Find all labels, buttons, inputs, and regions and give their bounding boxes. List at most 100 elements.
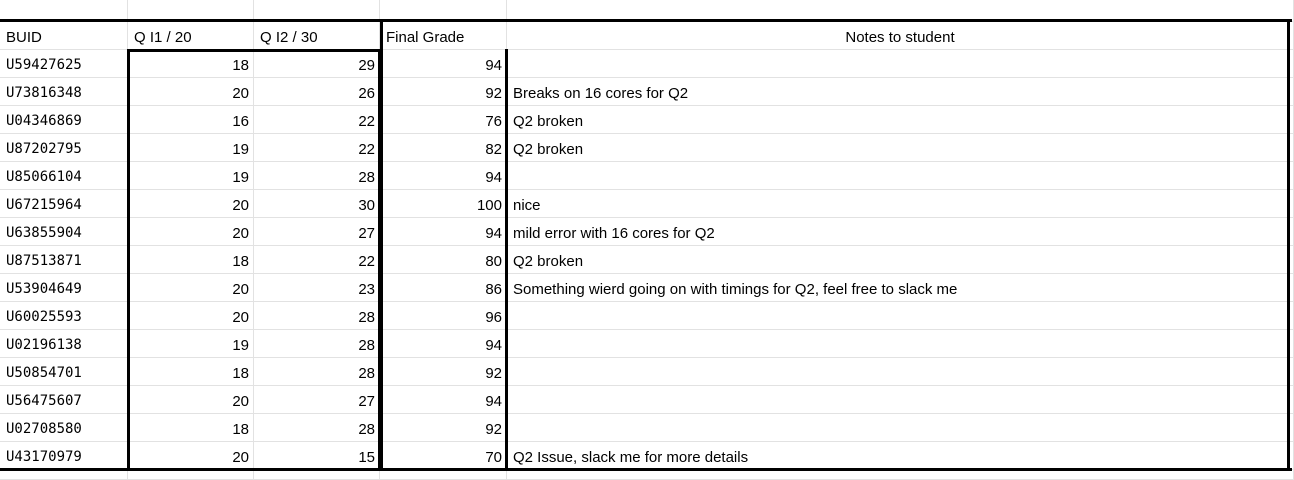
cell-buid-row-15[interactable]: U43170979: [0, 442, 128, 470]
cell-buid-row-11[interactable]: U02196138: [0, 330, 128, 358]
scores-border-left: [127, 49, 130, 471]
cell-buid-row-14[interactable]: U02708580: [0, 414, 128, 442]
cell-q2-row-11[interactable]: 28: [254, 330, 380, 358]
cell-q2-row-3[interactable]: 22: [254, 106, 380, 134]
cell-buid-row-6[interactable]: U67215964: [0, 190, 128, 218]
cell-notes-row-11[interactable]: [507, 330, 1294, 358]
cell-buid-row-4-text: U87202795: [6, 141, 82, 157]
cell-notes-row-3[interactable]: Q2 broken: [507, 106, 1294, 134]
cell-final-row-13[interactable]: 94: [380, 386, 507, 414]
cell-buid-row-7[interactable]: U63855904: [0, 218, 128, 246]
cell-q1-row-3[interactable]: 16: [128, 106, 254, 134]
cell-q1-row-2[interactable]: 20: [128, 78, 254, 106]
cell-buid-row-8[interactable]: U87513871: [0, 246, 128, 274]
cell-buid-row-3[interactable]: U04346869: [0, 106, 128, 134]
cell-q1-row-9[interactable]: 20: [128, 274, 254, 302]
cell-q1-row-13[interactable]: 20: [128, 386, 254, 414]
cell-notes-row-7[interactable]: mild error with 16 cores for Q2: [507, 218, 1294, 246]
header-q1[interactable]: Q I1 / 20: [128, 22, 254, 50]
blank-cell-bottom-q2[interactable]: [254, 470, 380, 480]
cell-q1-row-15[interactable]: 20: [128, 442, 254, 470]
cell-final-row-7-text: 94: [485, 225, 502, 242]
cell-buid-row-2[interactable]: U73816348: [0, 78, 128, 106]
cell-notes-row-15[interactable]: Q2 Issue, slack me for more details: [507, 442, 1294, 470]
cell-q2-row-15[interactable]: 15: [254, 442, 380, 470]
cell-notes-row-12[interactable]: [507, 358, 1294, 386]
header-final[interactable]: Final Grade: [380, 22, 507, 50]
cell-notes-row-14[interactable]: [507, 414, 1294, 442]
cell-q1-row-14[interactable]: 18: [128, 414, 254, 442]
cell-q2-row-10[interactable]: 28: [254, 302, 380, 330]
cell-buid-row-2-text: U73816348: [6, 85, 82, 101]
cell-buid-row-12-text: U50854701: [6, 365, 82, 381]
cell-q1-row-7[interactable]: 20: [128, 218, 254, 246]
cell-q1-row-10[interactable]: 20: [128, 302, 254, 330]
cell-buid-row-13[interactable]: U56475607: [0, 386, 128, 414]
cell-q2-row-7[interactable]: 27: [254, 218, 380, 246]
cell-q2-row-9[interactable]: 23: [254, 274, 380, 302]
cell-q2-row-6[interactable]: 30: [254, 190, 380, 218]
cell-q1-row-6[interactable]: 20: [128, 190, 254, 218]
cell-notes-row-2-text: Breaks on 16 cores for Q2: [513, 85, 689, 102]
blank-cell-bottom-notes[interactable]: [507, 470, 1294, 480]
cell-q2-row-14[interactable]: 28: [254, 414, 380, 442]
cell-notes-row-2[interactable]: Breaks on 16 cores for Q2: [507, 78, 1294, 106]
cell-buid-row-4[interactable]: U87202795: [0, 134, 128, 162]
cell-notes-row-10[interactable]: [507, 302, 1294, 330]
cell-notes-row-8[interactable]: Q2 broken: [507, 246, 1294, 274]
cell-buid-row-1[interactable]: U59427625: [0, 50, 128, 78]
cell-notes-row-13[interactable]: [507, 386, 1294, 414]
cell-q2-row-5-text: 28: [358, 169, 375, 186]
cell-final-row-10[interactable]: 96: [380, 302, 507, 330]
cell-buid-row-5[interactable]: U85066104: [0, 162, 128, 190]
cell-q2-row-2[interactable]: 26: [254, 78, 380, 106]
cell-final-row-11[interactable]: 94: [380, 330, 507, 358]
cell-q1-row-2-text: 20: [232, 85, 249, 102]
cell-notes-row-5[interactable]: [507, 162, 1294, 190]
cell-q1-row-4[interactable]: 19: [128, 134, 254, 162]
cell-q2-row-9-text: 23: [358, 281, 375, 298]
cell-final-row-6[interactable]: 100: [380, 190, 507, 218]
cell-final-row-3[interactable]: 76: [380, 106, 507, 134]
cell-q1-row-6-text: 20: [232, 197, 249, 214]
cell-final-row-5[interactable]: 94: [380, 162, 507, 190]
cell-q1-row-5[interactable]: 19: [128, 162, 254, 190]
cell-notes-row-9[interactable]: Something wierd going on with timings fo…: [507, 274, 1294, 302]
cell-q2-row-13[interactable]: 27: [254, 386, 380, 414]
cell-q1-row-1[interactable]: 18: [128, 50, 254, 78]
cell-q1-row-11[interactable]: 19: [128, 330, 254, 358]
cell-final-row-4[interactable]: 82: [380, 134, 507, 162]
cell-buid-row-15-text: U43170979: [6, 449, 82, 465]
cell-final-row-14[interactable]: 92: [380, 414, 507, 442]
cell-q2-row-7-text: 27: [358, 225, 375, 242]
cell-final-row-15[interactable]: 70: [380, 442, 507, 470]
cell-final-row-2[interactable]: 92: [380, 78, 507, 106]
header-q2[interactable]: Q I2 / 30: [254, 22, 380, 50]
blank-cell-bottom-buid[interactable]: [0, 470, 128, 480]
cell-q2-row-4[interactable]: 22: [254, 134, 380, 162]
cell-notes-row-6[interactable]: nice: [507, 190, 1294, 218]
cell-q2-row-12[interactable]: 28: [254, 358, 380, 386]
cell-notes-row-4[interactable]: Q2 broken: [507, 134, 1294, 162]
cell-buid-row-10[interactable]: U60025593: [0, 302, 128, 330]
cell-final-row-9[interactable]: 86: [380, 274, 507, 302]
cell-q2-row-1-text: 29: [358, 57, 375, 74]
header-buid[interactable]: BUID: [0, 22, 128, 50]
cell-q2-row-5[interactable]: 28: [254, 162, 380, 190]
cell-q2-row-15-text: 15: [358, 449, 375, 466]
cell-final-row-1[interactable]: 94: [380, 50, 507, 78]
cell-q1-row-8[interactable]: 18: [128, 246, 254, 274]
header-notes[interactable]: Notes to student: [507, 22, 1294, 50]
blank-cell-bottom-final[interactable]: [380, 470, 507, 480]
cell-final-row-7[interactable]: 94: [380, 218, 507, 246]
cell-buid-row-9[interactable]: U53904649: [0, 274, 128, 302]
cell-notes-row-1[interactable]: [507, 50, 1294, 78]
cell-buid-row-12[interactable]: U50854701: [0, 358, 128, 386]
cell-final-row-12[interactable]: 92: [380, 358, 507, 386]
cell-q1-row-12[interactable]: 18: [128, 358, 254, 386]
cell-final-row-8[interactable]: 80: [380, 246, 507, 274]
cell-q2-row-1[interactable]: 29: [254, 50, 380, 78]
cell-notes-row-6-text: nice: [513, 197, 541, 214]
blank-cell-bottom-q1[interactable]: [128, 470, 254, 480]
cell-q2-row-8[interactable]: 22: [254, 246, 380, 274]
